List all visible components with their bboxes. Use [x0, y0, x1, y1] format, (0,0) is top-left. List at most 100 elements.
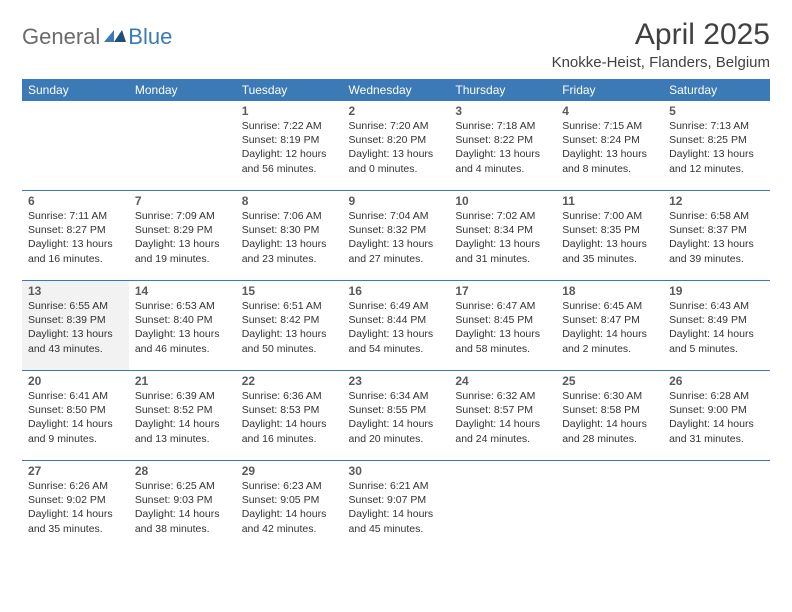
- calendar-header-row: Sunday Monday Tuesday Wednesday Thursday…: [22, 79, 770, 101]
- day-number: 10: [455, 194, 550, 208]
- sunset-line: Sunset: 8:29 PM: [135, 223, 230, 237]
- sunrise-line: Sunrise: 6:43 AM: [669, 299, 764, 313]
- daylight-line-2: and 9 minutes.: [28, 432, 123, 446]
- calendar-cell: [663, 461, 770, 551]
- day-number: 16: [349, 284, 444, 298]
- col-friday: Friday: [556, 79, 663, 101]
- sunset-line: Sunset: 8:19 PM: [242, 133, 337, 147]
- daylight-line-2: and 2 minutes.: [562, 342, 657, 356]
- calendar-row: 6Sunrise: 7:11 AMSunset: 8:27 PMDaylight…: [22, 191, 770, 281]
- sunrise-line: Sunrise: 6:34 AM: [349, 389, 444, 403]
- sunrise-line: Sunrise: 7:13 AM: [669, 119, 764, 133]
- sunrise-line: Sunrise: 6:28 AM: [669, 389, 764, 403]
- day-number: 2: [349, 104, 444, 118]
- day-number: 14: [135, 284, 230, 298]
- daylight-line-1: Daylight: 13 hours: [455, 147, 550, 161]
- daylight-line-1: Daylight: 14 hours: [669, 327, 764, 341]
- daylight-line-2: and 38 minutes.: [135, 522, 230, 536]
- daylight-line-1: Daylight: 14 hours: [242, 507, 337, 521]
- daylight-line-2: and 43 minutes.: [28, 342, 123, 356]
- sunset-line: Sunset: 8:47 PM: [562, 313, 657, 327]
- day-number: 18: [562, 284, 657, 298]
- sunset-line: Sunset: 8:40 PM: [135, 313, 230, 327]
- sunset-line: Sunset: 8:52 PM: [135, 403, 230, 417]
- calendar-cell: 17Sunrise: 6:47 AMSunset: 8:45 PMDayligh…: [449, 281, 556, 371]
- daylight-line-2: and 24 minutes.: [455, 432, 550, 446]
- calendar-cell: 10Sunrise: 7:02 AMSunset: 8:34 PMDayligh…: [449, 191, 556, 281]
- calendar-cell: 24Sunrise: 6:32 AMSunset: 8:57 PMDayligh…: [449, 371, 556, 461]
- day-number: 1: [242, 104, 337, 118]
- sunrise-line: Sunrise: 7:09 AM: [135, 209, 230, 223]
- day-number: 22: [242, 374, 337, 388]
- daylight-line-1: Daylight: 13 hours: [242, 327, 337, 341]
- daylight-line-1: Daylight: 13 hours: [242, 237, 337, 251]
- day-number: 6: [28, 194, 123, 208]
- daylight-line-1: Daylight: 13 hours: [562, 147, 657, 161]
- calendar-row: 13Sunrise: 6:55 AMSunset: 8:39 PMDayligh…: [22, 281, 770, 371]
- day-number: 28: [135, 464, 230, 478]
- daylight-line-2: and 12 minutes.: [669, 162, 764, 176]
- page-title: April 2025: [552, 18, 770, 52]
- sunset-line: Sunset: 8:25 PM: [669, 133, 764, 147]
- sunrise-line: Sunrise: 7:11 AM: [28, 209, 123, 223]
- sunset-line: Sunset: 8:24 PM: [562, 133, 657, 147]
- sunset-line: Sunset: 8:44 PM: [349, 313, 444, 327]
- calendar-cell: 12Sunrise: 6:58 AMSunset: 8:37 PMDayligh…: [663, 191, 770, 281]
- daylight-line-2: and 16 minutes.: [242, 432, 337, 446]
- sunset-line: Sunset: 8:42 PM: [242, 313, 337, 327]
- calendar-cell: 21Sunrise: 6:39 AMSunset: 8:52 PMDayligh…: [129, 371, 236, 461]
- sunset-line: Sunset: 8:37 PM: [669, 223, 764, 237]
- sunrise-line: Sunrise: 6:39 AM: [135, 389, 230, 403]
- sunrise-line: Sunrise: 6:55 AM: [28, 299, 123, 313]
- daylight-line-1: Daylight: 14 hours: [349, 417, 444, 431]
- sunrise-line: Sunrise: 7:18 AM: [455, 119, 550, 133]
- daylight-line-2: and 35 minutes.: [28, 522, 123, 536]
- calendar-cell: 4Sunrise: 7:15 AMSunset: 8:24 PMDaylight…: [556, 101, 663, 191]
- daylight-line-2: and 56 minutes.: [242, 162, 337, 176]
- day-number: 17: [455, 284, 550, 298]
- calendar-cell: 16Sunrise: 6:49 AMSunset: 8:44 PMDayligh…: [343, 281, 450, 371]
- daylight-line-2: and 31 minutes.: [669, 432, 764, 446]
- daylight-line-2: and 8 minutes.: [562, 162, 657, 176]
- header: General Blue April 2025 Knokke-Heist, Fl…: [22, 18, 770, 71]
- logo-text-general: General: [22, 24, 100, 50]
- daylight-line-1: Daylight: 13 hours: [349, 237, 444, 251]
- day-number: 9: [349, 194, 444, 208]
- daylight-line-2: and 4 minutes.: [455, 162, 550, 176]
- daylight-line-1: Daylight: 14 hours: [669, 417, 764, 431]
- sunset-line: Sunset: 8:55 PM: [349, 403, 444, 417]
- day-number: 30: [349, 464, 444, 478]
- sunrise-line: Sunrise: 7:22 AM: [242, 119, 337, 133]
- daylight-line-1: Daylight: 13 hours: [669, 147, 764, 161]
- calendar-cell: [449, 461, 556, 551]
- day-number: 24: [455, 374, 550, 388]
- sunrise-line: Sunrise: 6:21 AM: [349, 479, 444, 493]
- calendar-cell: 22Sunrise: 6:36 AMSunset: 8:53 PMDayligh…: [236, 371, 343, 461]
- col-thursday: Thursday: [449, 79, 556, 101]
- sunset-line: Sunset: 8:22 PM: [455, 133, 550, 147]
- sunset-line: Sunset: 8:32 PM: [349, 223, 444, 237]
- day-number: 7: [135, 194, 230, 208]
- sunset-line: Sunset: 8:35 PM: [562, 223, 657, 237]
- day-number: 19: [669, 284, 764, 298]
- daylight-line-2: and 39 minutes.: [669, 252, 764, 266]
- calendar-cell: 8Sunrise: 7:06 AMSunset: 8:30 PMDaylight…: [236, 191, 343, 281]
- daylight-line-1: Daylight: 14 hours: [28, 417, 123, 431]
- calendar-cell: 3Sunrise: 7:18 AMSunset: 8:22 PMDaylight…: [449, 101, 556, 191]
- calendar-cell: 15Sunrise: 6:51 AMSunset: 8:42 PMDayligh…: [236, 281, 343, 371]
- daylight-line-2: and 42 minutes.: [242, 522, 337, 536]
- sunrise-line: Sunrise: 7:06 AM: [242, 209, 337, 223]
- daylight-line-1: Daylight: 14 hours: [28, 507, 123, 521]
- sunrise-line: Sunrise: 6:53 AM: [135, 299, 230, 313]
- sunrise-line: Sunrise: 6:45 AM: [562, 299, 657, 313]
- daylight-line-2: and 28 minutes.: [562, 432, 657, 446]
- sunrise-line: Sunrise: 7:20 AM: [349, 119, 444, 133]
- sunset-line: Sunset: 9:02 PM: [28, 493, 123, 507]
- calendar-cell: 27Sunrise: 6:26 AMSunset: 9:02 PMDayligh…: [22, 461, 129, 551]
- daylight-line-1: Daylight: 13 hours: [349, 327, 444, 341]
- daylight-line-2: and 54 minutes.: [349, 342, 444, 356]
- calendar-cell: 30Sunrise: 6:21 AMSunset: 9:07 PMDayligh…: [343, 461, 450, 551]
- calendar-cell: 14Sunrise: 6:53 AMSunset: 8:40 PMDayligh…: [129, 281, 236, 371]
- day-number: 4: [562, 104, 657, 118]
- logo: General Blue: [22, 18, 172, 50]
